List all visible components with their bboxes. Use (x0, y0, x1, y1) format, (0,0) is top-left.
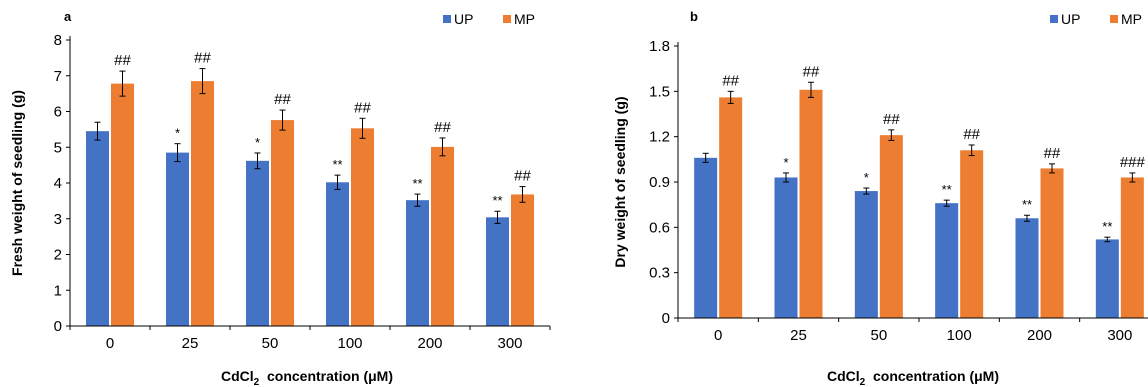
bar-mp-25 (191, 81, 214, 326)
bar-up-300 (486, 217, 509, 326)
legend-label-up: UP (454, 11, 473, 27)
y-tick-label: 6 (54, 104, 62, 121)
x-tick-label: 200 (1027, 327, 1052, 344)
x-tick-label: 0 (106, 335, 114, 352)
bar-mp-0 (719, 97, 743, 318)
x-axis-title-subscript: 2 (860, 377, 866, 387)
significance-label: ** (1022, 197, 1032, 212)
y-axis-title: Fresh weight of seedling (g) (9, 90, 25, 276)
y-tick-label: 1.2 (649, 129, 670, 146)
y-tick-label: 1.5 (649, 83, 670, 100)
panel-label: a (64, 9, 72, 24)
significance-label: ## (434, 119, 451, 136)
y-tick-label: 3 (54, 211, 62, 228)
bar-mp-0 (111, 83, 134, 327)
y-tick-label: 1.8 (649, 38, 670, 55)
significance-label: ** (492, 193, 502, 208)
significance-label: * (175, 126, 180, 141)
bar-mp-100 (960, 150, 984, 318)
y-tick-label: 0.3 (649, 265, 670, 282)
x-tick-label: 50 (262, 335, 279, 352)
y-tick-label: 5 (54, 139, 62, 156)
x-tick-label: 0 (714, 327, 722, 344)
y-tick-label: 2 (54, 247, 62, 264)
bar-up-300 (1095, 239, 1119, 318)
bar-mp-200 (1040, 168, 1064, 318)
bar-up-100 (935, 203, 959, 318)
legend-swatch-up (443, 15, 451, 23)
significance-label: ## (114, 52, 131, 69)
bar-up-200 (406, 200, 429, 326)
legend-swatch-mp (503, 15, 511, 23)
x-axis-title-suffix: concentration (μM) (865, 368, 999, 384)
significance-label: ## (194, 50, 211, 67)
bar-up-0 (694, 157, 718, 318)
y-tick-label: 0.9 (649, 174, 670, 191)
x-axis-title: CdCl2 concentration (μM) (827, 368, 999, 387)
bar-mp-25 (799, 89, 823, 318)
x-axis-title-suffix: concentration (μM) (259, 368, 393, 384)
legend-label-up: UP (1061, 11, 1080, 27)
significance-label: ## (274, 91, 291, 108)
x-tick-label: 300 (497, 335, 522, 352)
bar-mp-300 (1120, 177, 1144, 318)
x-tick-label: 50 (870, 327, 887, 344)
x-tick-label: 300 (1107, 327, 1132, 344)
x-axis-title-subscript: 2 (254, 377, 260, 387)
x-axis-title: CdCl2 concentration (μM) (221, 368, 393, 387)
significance-label: ## (963, 126, 980, 143)
y-axis-title: Dry weight of seedling (g) (612, 96, 628, 267)
legend-label-mp: MP (514, 11, 535, 27)
bar-mp-100 (351, 128, 374, 326)
y-tick-label: 4 (54, 175, 62, 192)
bar-up-100 (326, 182, 349, 326)
y-tick-label: 7 (54, 68, 62, 85)
y-tick-label: 1 (54, 282, 62, 299)
bar-up-200 (1015, 218, 1039, 318)
x-tick-label: 25 (182, 335, 199, 352)
significance-label: ## (722, 72, 739, 89)
x-tick-label: 100 (337, 335, 362, 352)
significance-label: ** (1102, 219, 1112, 234)
bar-mp-50 (271, 120, 294, 326)
significance-label: * (864, 170, 869, 185)
significance-label: ## (514, 168, 531, 185)
bar-mp-300 (511, 194, 534, 326)
legend-swatch-up (1050, 15, 1058, 23)
legend-swatch-mp (1110, 15, 1118, 23)
y-tick-label: 0 (54, 318, 62, 335)
y-tick-label: 0 (662, 310, 670, 327)
bar-up-25 (166, 152, 189, 326)
significance-label: ** (332, 157, 342, 172)
bar-up-50 (246, 160, 269, 326)
bar-up-50 (854, 191, 878, 318)
x-tick-label: 100 (947, 327, 972, 344)
bar-up-0 (86, 131, 109, 326)
bar-mp-200 (431, 146, 454, 326)
significance-label: ** (412, 176, 422, 191)
x-axis-title-prefix: CdCl (827, 368, 860, 384)
panel-label: b (690, 9, 698, 24)
significance-label: ## (803, 63, 820, 80)
bar-mp-50 (879, 135, 903, 318)
significance-label: ** (942, 182, 952, 197)
significance-label: ## (1044, 145, 1061, 162)
bar-up-25 (774, 177, 798, 318)
significance-label: ### (1120, 154, 1146, 171)
y-tick-label: 8 (54, 32, 62, 49)
significance-label: ## (883, 111, 900, 128)
significance-label: ## (354, 99, 371, 116)
x-axis-title-prefix: CdCl (221, 368, 254, 384)
x-tick-label: 200 (417, 335, 442, 352)
significance-label: * (783, 155, 788, 170)
significance-label: * (255, 135, 260, 150)
x-tick-label: 25 (790, 327, 807, 344)
y-tick-label: 0.6 (649, 219, 670, 236)
legend-label-mp: MP (1121, 11, 1142, 27)
